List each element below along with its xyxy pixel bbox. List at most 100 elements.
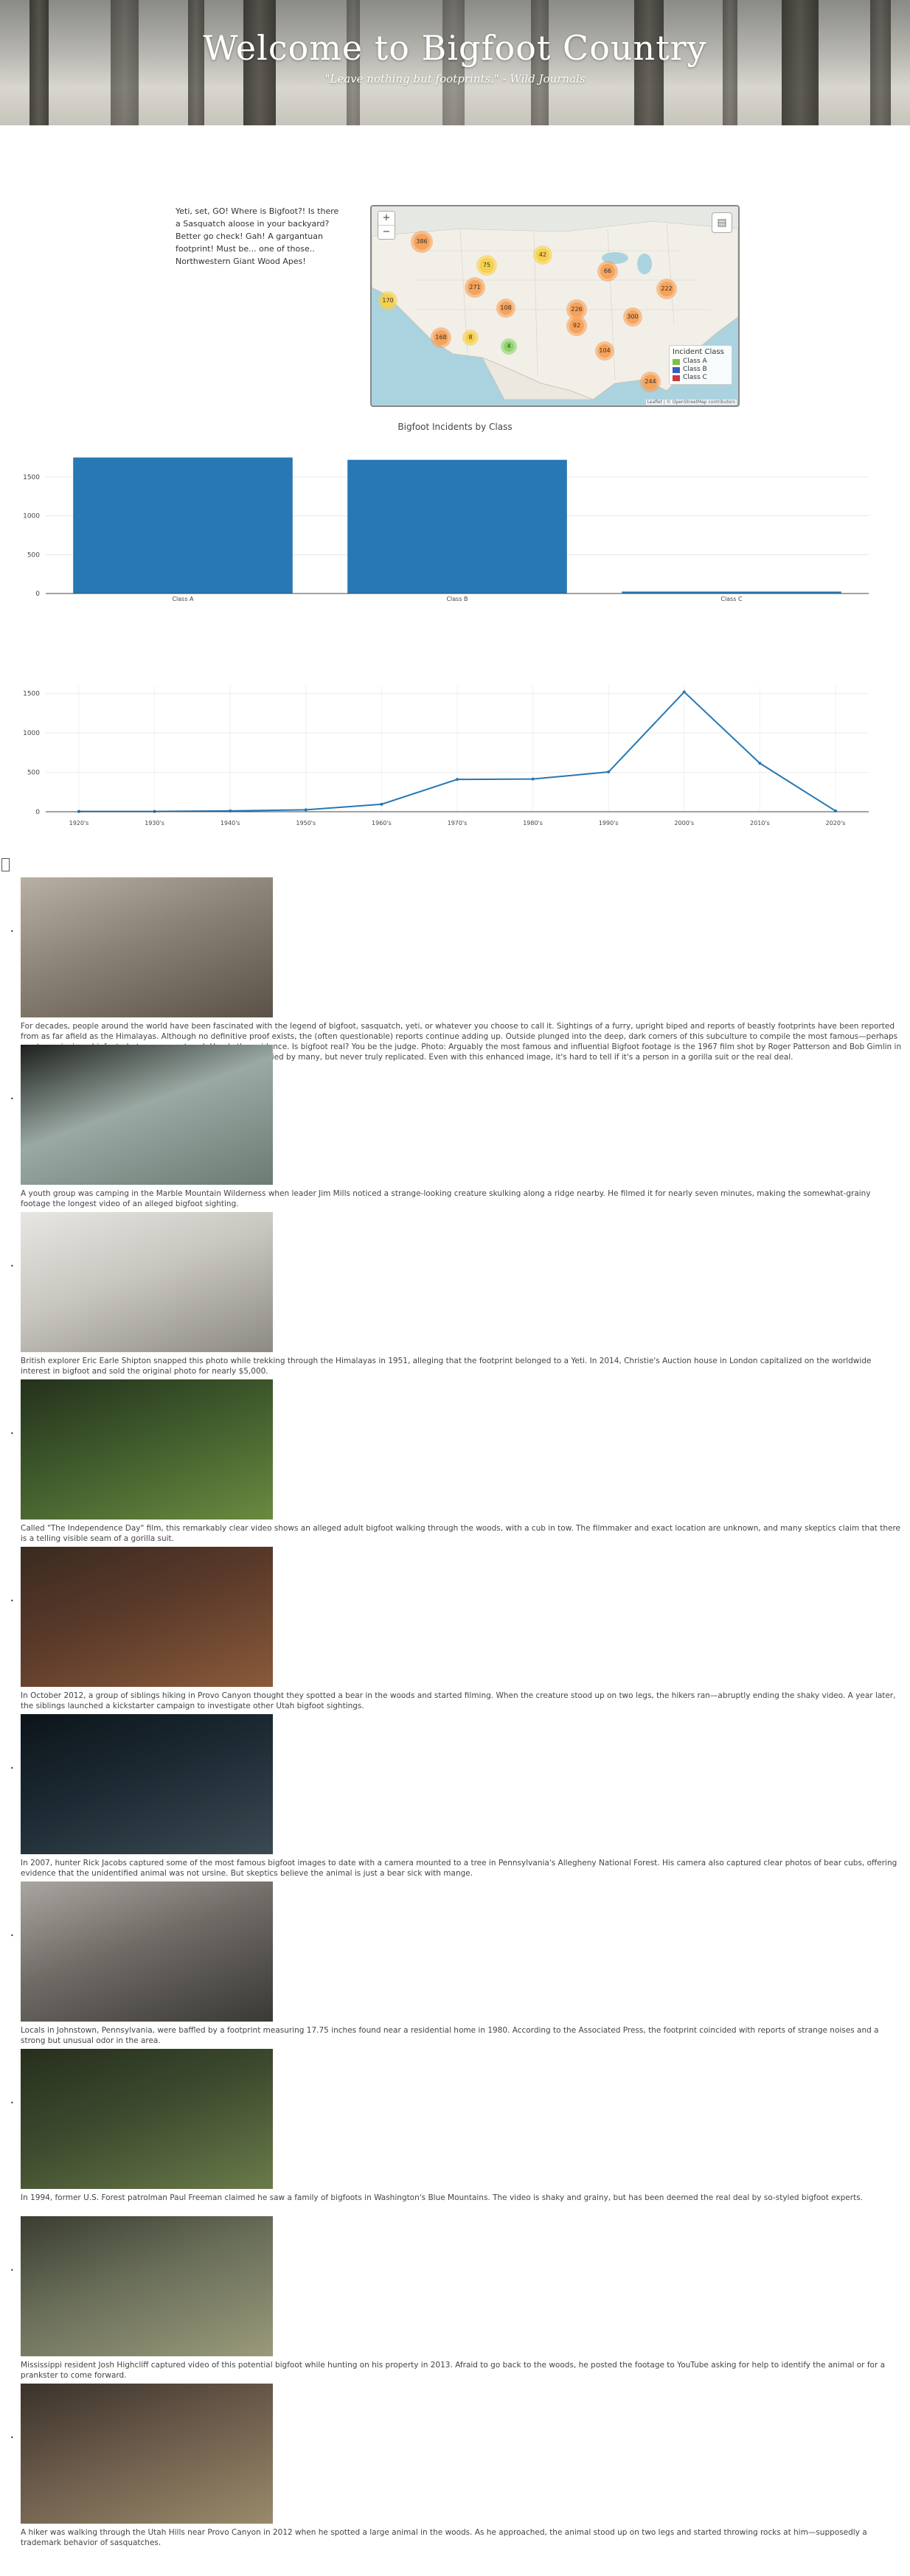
story-caption: A hiker was walking through the Utah Hil… [21,2528,867,2547]
bullet-icon: • [10,1263,14,1270]
header-banner: Welcome to Bigfoot Country "Leave nothin… [0,0,910,125]
map-cluster-count: 222 [659,282,674,296]
map-cluster-marker[interactable]: 170 [378,291,397,310]
intro-text: Yeti, set, GO! Where is Bigfoot?! Is the… [176,206,339,266]
bar-chart: 0 500 1000 1500 Class A Class B Class C [23,457,869,602]
zoom-in-button[interactable]: + [378,212,395,226]
map-cluster-count: 244 [643,375,658,389]
map-cluster-marker[interactable]: 271 [465,277,485,298]
legend-swatch-c [673,375,680,381]
map-cluster-count: 226 [569,302,584,317]
x-tick-label: 2010's [750,820,770,826]
y-tick-label: 0 [35,809,40,816]
map-cluster-marker[interactable]: 4 [501,338,517,355]
bar [622,591,841,593]
map-cluster-marker[interactable]: 386 [411,231,433,253]
map-cluster-marker[interactable]: 104 [595,341,614,361]
data-point [682,690,686,694]
map-cluster-marker[interactable]: 222 [656,279,677,299]
story-caption: Called "The Independence Day" film, this… [21,1524,900,1543]
bullet-icon: • [10,2434,14,2441]
map-cluster-marker[interactable]: 168 [431,327,451,348]
map-cluster-count: 42 [536,248,549,262]
legend-title: Incident Class [673,348,724,356]
bar-chart-title: Bigfoot Incidents by Class [397,422,513,432]
map-cluster-count: 104 [598,344,611,358]
x-tick-label: 2000's [674,820,694,826]
x-tick-label: 1930's [145,820,164,826]
list-marker-box [1,858,10,871]
y-tick-label: 0 [35,591,40,598]
bigfoot-photo-forest-logs [21,877,273,1017]
x-tick-label: 1940's [220,820,240,826]
x-tick-label: Class C [720,596,743,602]
map-attribution[interactable]: Leaflet | © OpenStreetMap contributors [645,400,737,405]
y-tick-label: 500 [27,551,40,559]
map-cluster-marker[interactable]: 108 [496,299,515,318]
map-cluster-count: 75 [479,258,494,273]
x-tick-label: 1990's [599,820,619,826]
map-cluster-count: 170 [381,294,395,307]
x-tick-label: 1970's [448,820,468,826]
legend-label: Class C [683,374,707,381]
bullet-icon: • [10,1430,14,1437]
legend-item: Class C [673,374,729,382]
map-cluster-marker[interactable]: 226 [566,299,587,320]
story-caption: In October 2012, a group of siblings hik… [21,1691,896,1710]
legend-swatch-a [673,358,680,365]
map-cluster-marker[interactable]: 244 [640,372,661,392]
x-tick-label: 1960's [372,820,392,826]
story-caption: In 1994, former U.S. Forest patrolman Pa… [21,2193,864,2202]
legend-item: Class B [673,366,729,374]
y-tick-label: 500 [27,770,40,777]
story-caption: Locals in Johnstown, Pennsylvania, were … [21,2026,879,2045]
bullet-icon: • [10,928,14,935]
map-cluster-count: 8 [465,333,476,343]
bigfoot-photo-woods-cub [21,1379,273,1520]
bullet-icon: • [10,1765,14,1772]
map-cluster-marker[interactable]: 92 [566,316,587,336]
incident-map[interactable]: + − ▤ 386 75 42 66 222 271 170 108 226 300 168 104 4… [370,205,740,407]
bigfoot-photo-provo-canyon [21,1547,273,1687]
map-cluster-count: 168 [434,330,448,345]
bullet-icon: • [10,2100,14,2106]
layers-icon[interactable]: ▤ [712,212,732,233]
y-tick-label: 1500 [23,474,40,481]
story-caption: Mississippi resident Josh Highcliff capt… [21,2361,886,2380]
y-tick-label: 1000 [23,730,40,737]
map-cluster-marker[interactable]: 300 [623,307,642,327]
map-cluster-count: 66 [600,264,615,279]
page-title: Welcome to Bigfoot Country [203,28,707,68]
y-tick-label: 1500 [23,691,40,698]
data-point [304,808,308,812]
map-cluster-marker[interactable]: 42 [533,246,552,265]
bigfoot-photo-trail-cam [21,1714,273,1854]
x-tick-label: 1920's [69,820,89,826]
y-tick-label: 1000 [23,513,40,521]
data-point [758,762,762,765]
story-caption: A youth group was camping in the Marble … [21,1189,871,1208]
bigfoot-photo-ridge [21,1045,273,1185]
map-cluster-count: 108 [499,302,513,315]
story-caption: In 2007, hunter Rick Jacobs captured som… [21,1859,897,1878]
map-cluster-marker[interactable]: 66 [597,261,618,282]
page-subtitle: "Leave nothing but footprints." - Wild J… [324,72,586,86]
map-cluster-count: 386 [414,234,430,250]
map-cluster-count: 271 [468,280,482,295]
map-land [372,206,738,400]
bar [347,459,567,593]
data-point [456,778,459,781]
data-point [531,777,535,781]
x-tick-label: Class B [446,596,468,602]
bullet-icon: • [10,1932,14,1939]
map-cluster-marker[interactable]: 8 [462,330,479,346]
map-cluster-marker[interactable]: 75 [476,255,497,276]
zoom-out-button[interactable]: − [382,226,391,237]
legend-item: Class A [673,358,729,366]
x-tick-label: 2020's [826,820,846,826]
bullet-icon: • [10,2267,14,2274]
bullet-icon: • [10,1096,14,1102]
data-point [607,770,611,774]
map-zoom-control: + − [378,211,395,240]
bigfoot-photo-utah-hills [21,2384,273,2524]
